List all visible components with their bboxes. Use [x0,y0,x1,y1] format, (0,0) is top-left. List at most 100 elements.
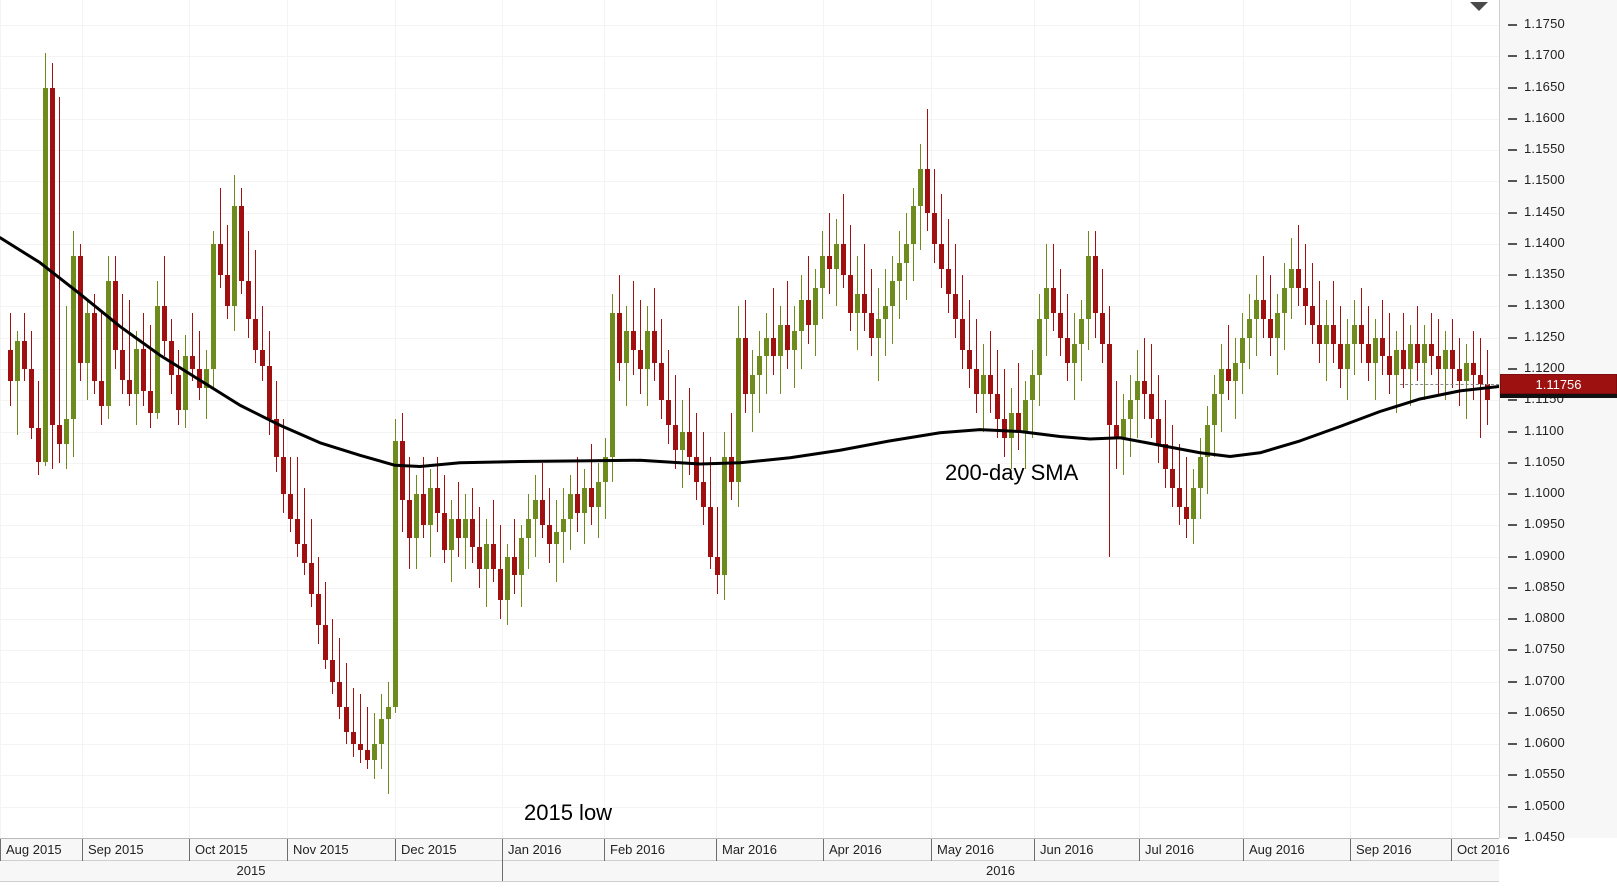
candle-wick [1312,262,1313,344]
candle-body-down [701,481,706,507]
candle-wick [997,350,998,438]
candle-body-down [743,337,748,394]
candle-body-down [617,312,622,363]
candle-wick [1298,225,1299,307]
candle-wick [1179,444,1180,526]
candle-body-down [295,519,300,545]
sma-line-overlay [0,236,1499,469]
candle-body-down [330,659,335,682]
candle-body-down [932,212,937,244]
candle-body-up [1212,393,1217,426]
candle-body-up [1198,456,1203,488]
candle-body-up [1394,350,1399,376]
tick-dash-icon [1508,493,1517,496]
candle-body-up [1135,381,1140,401]
candle-body-down [491,544,496,570]
candle-wick [353,687,354,757]
candle-wick [360,694,361,763]
price-chart-plot-area[interactable]: 200-day SMA [0,0,1499,838]
candle-body-down [260,350,265,366]
candle-body-down [337,681,342,707]
price-axis-tick-label: 1.0600 [1524,735,1565,751]
horizontal-gridline [0,806,1499,808]
candle-body-down [1310,306,1315,326]
candle-wick [1424,325,1425,401]
candle-body-down [988,375,993,394]
time-axis-tick-label: Mar 2016 [716,839,777,861]
vertical-gridline [1243,0,1244,838]
candle-body-up [526,519,531,538]
price-axis-tick-label: 1.0700 [1524,672,1565,688]
candle-wick [1144,337,1145,419]
price-axis-tick-label: 1.1300 [1524,297,1565,313]
candle-body-up [792,331,797,351]
tick-dash-icon [1508,55,1517,58]
candle-body-up [449,519,454,551]
candle-body-down [351,731,356,745]
candle-body-up [750,375,755,394]
candle-body-down [141,348,146,391]
candle-body-up [883,306,888,319]
price-axis-tick-label: 1.0850 [1524,578,1565,594]
candle-wick [969,300,970,388]
candle-body-down [1303,287,1308,307]
candle-body-up [379,719,384,745]
tick-dash-icon [1508,586,1517,589]
candle-body-up [890,281,895,307]
candle-body-up [834,243,839,269]
candle-wick [990,331,991,413]
candle-wick [689,387,690,476]
price-axis-tick-label: 1.0500 [1524,797,1565,813]
candle-body-up [505,556,510,601]
candle-wick [1319,281,1320,363]
candle-body-up [1408,343,1413,369]
price-axis-tick-label: 1.0800 [1524,610,1565,626]
candle-wick [192,312,193,382]
candle-body-down [1471,362,1476,376]
candle-body-down [239,206,244,282]
candle-body-down [1338,343,1343,369]
chevron-down-icon[interactable] [1470,2,1488,11]
candle-wick [1186,456,1187,538]
candle-body-up [624,331,629,363]
last-price-tag[interactable]: 1.11756 [1500,374,1617,395]
time-axis[interactable]: Aug 2015 Sep 2015 Oct 2015 Nov 2015 Dec 2015… [0,838,1510,861]
candle-wick [1263,256,1264,338]
last-price-dashed-line [1400,384,1499,386]
price-axis[interactable]: 1.1750 1.1700 1.1650 1.1600 1.1550 1.1500 1.14… [1499,0,1617,844]
candle-body-up [1121,419,1126,438]
candle-wick [1004,368,1005,457]
candle-wick [66,306,67,470]
time-axis-tick-label: Sep 2016 [1350,839,1412,861]
candle-wick [59,96,60,463]
horizontal-gridline [0,181,1499,183]
tick-dash-icon [1508,680,1517,683]
tick-dash-icon [1508,211,1517,214]
price-axis-tick-label: 1.0750 [1524,641,1565,657]
candle-wick [843,193,844,288]
candle-body-up [106,281,111,407]
candle-body-down [967,350,972,369]
candle-body-down [120,350,125,381]
candle-body-up [393,440,398,707]
candle-body-down [344,706,349,732]
time-axis-tick-label: Sep 2015 [82,839,144,861]
candle-body-down [22,340,27,369]
candle-wick [255,250,256,363]
candle-body-down [302,544,307,563]
candle-body-down [407,500,412,538]
vertical-gridline [716,0,717,838]
candle-body-up [1443,350,1448,369]
horizontal-gridline [0,744,1499,746]
candle-body-up [764,337,769,357]
candle-body-down [1401,350,1406,369]
candle-body-up [603,456,608,482]
candle-body-down [92,312,97,382]
price-axis-tick-label: 1.1000 [1524,485,1565,501]
candle-body-up [582,487,587,513]
candle-wick [955,243,956,338]
price-axis-tick-label: 1.0550 [1524,766,1565,782]
candle-wick [864,243,865,332]
candle-body-up [1205,425,1210,457]
horizontal-gridline [0,150,1499,152]
